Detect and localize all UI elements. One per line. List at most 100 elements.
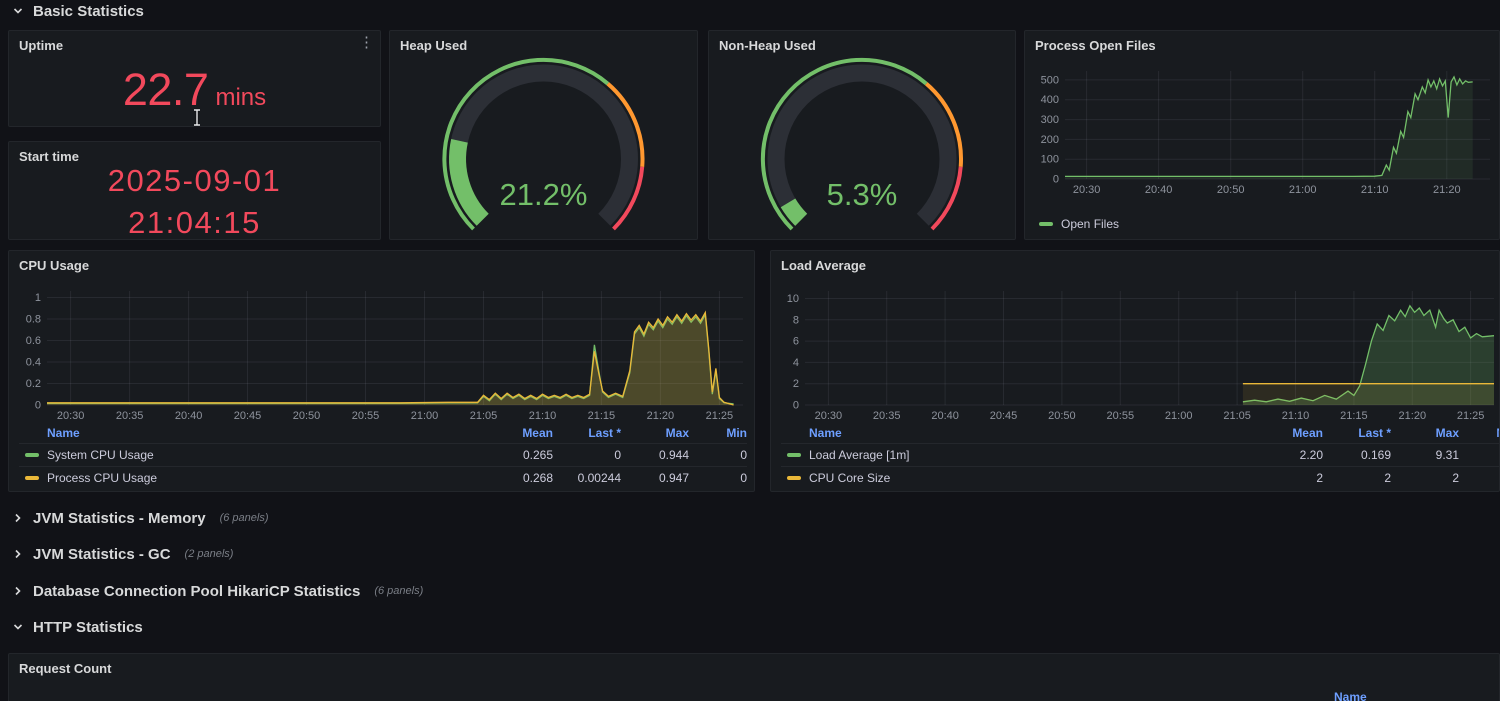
svg-text:21.2%: 21.2% xyxy=(500,177,588,212)
legend-header-min[interactable]: Min xyxy=(1459,426,1499,440)
svg-text:200: 200 xyxy=(1041,134,1059,146)
series-name[interactable]: Load Average [1m] xyxy=(809,448,910,462)
svg-text:20:35: 20:35 xyxy=(873,410,901,422)
legend-header-mean[interactable]: Mean xyxy=(522,426,553,440)
svg-text:4: 4 xyxy=(793,357,799,369)
panel-menu-icon[interactable]: ⋮ xyxy=(359,34,374,51)
svg-text:20:50: 20:50 xyxy=(1217,184,1245,196)
svg-text:21:20: 21:20 xyxy=(1433,184,1461,196)
svg-text:21:20: 21:20 xyxy=(1399,410,1427,422)
series-name[interactable]: CPU Core Size xyxy=(809,471,891,485)
legend-row-system-cpu: System CPU Usage 0.265 0 0.944 0 xyxy=(19,443,747,466)
panel-title-cpu[interactable]: CPU Usage xyxy=(19,258,90,273)
svg-text:0: 0 xyxy=(1053,174,1059,186)
start-time-value: 2025-09-01 21:04:15 xyxy=(9,163,380,240)
stat-mean: 2 xyxy=(1316,471,1323,485)
svg-text:21:00: 21:00 xyxy=(1165,410,1193,422)
svg-text:21:00: 21:00 xyxy=(1289,184,1317,196)
text-cursor-pointer xyxy=(194,108,200,127)
svg-text:0: 0 xyxy=(35,400,41,412)
legend-label[interactable]: Open Files xyxy=(1061,217,1120,231)
svg-text:20:55: 20:55 xyxy=(1107,410,1135,422)
open-files-chart[interactable]: 20:30 20:40 20:50 21:00 21:10 21:20 0 100 200 300… xyxy=(1029,67,1495,197)
heap-gauge[interactable]: 21.2% xyxy=(390,57,697,237)
section-jvm-gc[interactable]: JVM Statistics - GC (2 panels) xyxy=(12,541,233,567)
svg-text:300: 300 xyxy=(1041,114,1059,126)
svg-text:0.2: 0.2 xyxy=(26,378,41,390)
panel-heap-used: Heap Used 21.2% xyxy=(389,30,698,240)
svg-text:21:05: 21:05 xyxy=(1223,410,1251,422)
svg-text:21:10: 21:10 xyxy=(1282,410,1310,422)
legend-header-min[interactable]: Min xyxy=(726,426,747,440)
cpu-chart[interactable]: 20:30 20:35 20:40 20:45 20:50 20:55 21:00 21:05… xyxy=(13,287,748,423)
legend-row-process-cpu: Process CPU Usage 0.268 0.00244 0.947 0 xyxy=(19,466,747,489)
panel-count: (6 panels) xyxy=(374,585,424,597)
uptime-value: 22.7 mins xyxy=(9,57,380,122)
start-time-date: 2025-09-01 xyxy=(107,162,282,198)
stat-min: 0 xyxy=(740,471,747,485)
section-title: JVM Statistics - Memory xyxy=(33,509,206,527)
stat-max: 2 xyxy=(1452,471,1459,485)
panel-title-heap[interactable]: Heap Used xyxy=(400,38,468,53)
stat-max: 0.944 xyxy=(658,448,689,462)
legend-header-row: Name Mean Last * Max Min xyxy=(19,423,747,443)
panel-title-start-time[interactable]: Start time xyxy=(19,149,79,164)
legend-header-max[interactable]: Max xyxy=(1435,426,1459,440)
section-basic-statistics[interactable]: Basic Statistics xyxy=(12,0,144,24)
panel-title-uptime[interactable]: Uptime xyxy=(19,38,64,53)
legend-header-name[interactable]: Name xyxy=(1334,690,1367,701)
section-title: Basic Statistics xyxy=(33,2,144,20)
section-jvm-memory[interactable]: JVM Statistics - Memory (6 panels) xyxy=(12,505,268,531)
stat-min: 0 xyxy=(740,448,747,462)
start-time-clock: 21:04:15 xyxy=(128,204,261,240)
svg-text:0.8: 0.8 xyxy=(26,314,41,326)
series-swatch xyxy=(787,476,801,480)
svg-text:500: 500 xyxy=(1041,74,1059,86)
svg-text:0.6: 0.6 xyxy=(26,335,41,347)
svg-text:20:30: 20:30 xyxy=(57,410,85,422)
panel-count: (2 panels) xyxy=(184,548,234,560)
cpu-legend: Name Mean Last * Max Min System CPU Usag… xyxy=(19,423,747,489)
series-name[interactable]: Process CPU Usage xyxy=(47,471,158,485)
section-http-statistics[interactable]: HTTP Statistics xyxy=(12,614,143,640)
stat-last: 2 xyxy=(1384,471,1391,485)
svg-text:20:35: 20:35 xyxy=(116,410,144,422)
svg-text:10: 10 xyxy=(787,293,799,305)
legend-header-name[interactable]: Name xyxy=(47,426,80,440)
svg-text:21:20: 21:20 xyxy=(647,410,675,422)
panel-count: (6 panels) xyxy=(219,512,269,524)
chevron-right-icon xyxy=(15,586,21,596)
series-name[interactable]: System CPU Usage xyxy=(47,448,154,462)
legend-header-max[interactable]: Max xyxy=(665,426,689,440)
open-files-legend: Open Files xyxy=(1039,217,1119,231)
load-chart[interactable]: 20:30 20:35 20:40 20:45 20:50 20:55 21:00 21:05… xyxy=(775,287,1499,423)
panel-title-request-count[interactable]: Request Count xyxy=(19,661,112,676)
svg-text:20:45: 20:45 xyxy=(234,410,262,422)
svg-text:20:40: 20:40 xyxy=(1145,184,1173,196)
series-swatch xyxy=(25,476,39,480)
svg-text:20:30: 20:30 xyxy=(815,410,843,422)
section-title: Database Connection Pool HikariCP Statis… xyxy=(33,582,361,600)
stat-last: 0.169 xyxy=(1360,448,1391,462)
svg-text:0.4: 0.4 xyxy=(26,357,41,369)
legend-header-name[interactable]: Name xyxy=(809,426,842,440)
svg-text:21:15: 21:15 xyxy=(588,410,616,422)
svg-text:20:30: 20:30 xyxy=(1073,184,1101,196)
svg-text:20:45: 20:45 xyxy=(990,410,1018,422)
series-swatch xyxy=(1039,222,1053,226)
legend-header-last[interactable]: Last * xyxy=(1358,426,1391,440)
panel-title-open-files[interactable]: Process Open Files xyxy=(1035,38,1156,53)
section-hikaricp[interactable]: Database Connection Pool HikariCP Statis… xyxy=(12,578,423,604)
svg-text:1: 1 xyxy=(35,292,41,304)
panel-title-load[interactable]: Load Average xyxy=(781,258,867,273)
panel-nonheap-used: Non-Heap Used 5.3% xyxy=(708,30,1016,240)
svg-text:21:25: 21:25 xyxy=(706,410,734,422)
legend-header-last[interactable]: Last * xyxy=(588,426,621,440)
stat-mean: 0.265 xyxy=(522,448,553,462)
nonheap-gauge[interactable]: 5.3% xyxy=(709,57,1015,237)
panel-title-nonheap[interactable]: Non-Heap Used xyxy=(719,38,816,53)
stat-mean: 2.20 xyxy=(1299,448,1323,462)
svg-text:400: 400 xyxy=(1041,94,1059,106)
legend-header-mean[interactable]: Mean xyxy=(1292,426,1323,440)
